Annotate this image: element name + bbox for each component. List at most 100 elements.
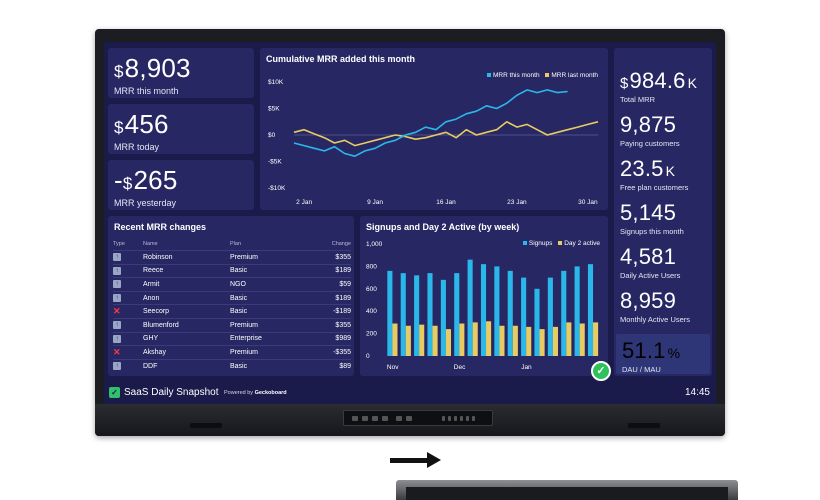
- right-stat-label: Paying customers: [620, 139, 680, 148]
- cell-name: Blumenford: [143, 321, 179, 329]
- recent-mrr-panel: Recent MRR changes Type Name Plan Change…: [108, 216, 354, 376]
- col-type: Type: [113, 241, 125, 247]
- arrow-right-icon: [427, 452, 441, 468]
- cell-type: ↑: [113, 266, 143, 275]
- bar-day2-active: [486, 321, 492, 356]
- bar-signups: [507, 270, 513, 356]
- upgrade-icon: ↑: [113, 253, 121, 262]
- arrow-shaft: [390, 458, 430, 463]
- mrr-yesterday-label: MRR yesterday: [114, 198, 177, 208]
- right-stat-2: 23.5 K Free plan customers: [620, 156, 688, 192]
- bar-day2-active: [419, 324, 425, 356]
- line-chart-legend: MRR this month MRR last month: [483, 72, 598, 79]
- cell-change: $59: [339, 280, 351, 288]
- right-stat-value: 5,145: [620, 200, 677, 225]
- cell-type: ↑: [113, 321, 143, 330]
- mrr-this-month-label: MRR this month: [114, 86, 179, 96]
- y-tick-label: 0: [366, 353, 370, 360]
- bar-day2-active: [552, 326, 559, 356]
- dashboard-title: SaaS Daily Snapshot: [124, 387, 219, 398]
- col-plan: Plan: [230, 241, 242, 247]
- right-stat-6: 51.1% DAU / MAU: [622, 338, 680, 374]
- series-line-mrr-last-month: [293, 121, 599, 147]
- mrr-today-label: MRR today: [114, 142, 160, 152]
- right-stat-3: 5,145 Signups this month: [620, 200, 684, 236]
- cell-change: $355: [335, 321, 351, 329]
- y-tick-label: 800: [366, 263, 377, 270]
- cell-name: Robinson: [143, 253, 173, 261]
- mrr-yesterday-panel: -$265 MRR yesterday: [108, 160, 254, 210]
- bar-day2-active: [472, 322, 478, 356]
- y-tick-label: 400: [366, 308, 377, 315]
- cell-change: $355: [335, 253, 351, 261]
- bar-signups: [587, 264, 594, 356]
- cell-change: -$355: [333, 348, 351, 356]
- right-stat-value: $984.6 K: [620, 68, 698, 93]
- right-stat-1: 9,875 Paying customers: [620, 112, 680, 148]
- bar-day2-active: [432, 325, 438, 356]
- cell-type: ↑: [113, 334, 143, 343]
- table-row: ↑ Armit NGO $59: [113, 277, 351, 291]
- dau-mau-highlight: [616, 334, 710, 374]
- y-tick-label: $0: [268, 132, 276, 139]
- upgrade-icon: ↑: [113, 266, 121, 275]
- mrr-today-panel: $456 MRR today: [108, 104, 254, 154]
- col-name: Name: [143, 241, 158, 247]
- cell-type: ↑: [113, 362, 143, 371]
- bar-signups: [494, 266, 500, 356]
- cell-name: Seecorp: [143, 308, 170, 316]
- cell-plan: Basic: [230, 267, 248, 275]
- bar-signups: [454, 273, 460, 356]
- cell-type: ✕: [113, 347, 143, 358]
- cell-change: $989: [335, 335, 351, 343]
- bar-signups: [387, 270, 393, 356]
- right-stat-label: DAU / MAU: [622, 365, 661, 374]
- right-stat-0: $984.6 K Total MRR: [620, 68, 697, 104]
- x-tick-label: 2 Jan: [296, 199, 312, 206]
- col-change: Change: [331, 241, 351, 247]
- bar-signups: [574, 266, 580, 356]
- right-stat-label: Free plan customers: [620, 183, 689, 192]
- bar-day2-active: [405, 325, 411, 356]
- tv-speaker-left: [190, 423, 222, 428]
- tv-speaker-right: [628, 423, 660, 428]
- mrr-this-month-panel: $8,903 MRR this month: [108, 48, 254, 98]
- next-tv-preview: [396, 480, 738, 500]
- cell-change: $189: [335, 294, 351, 302]
- bar-day2-active: [539, 329, 545, 356]
- upgrade-icon: ↑: [113, 280, 121, 289]
- bar-day2-active: [459, 323, 465, 356]
- right-stat-label: Daily Active Users: [620, 271, 681, 280]
- recent-mrr-title: Recent MRR changes: [114, 222, 207, 232]
- cell-plan: Basic: [230, 294, 248, 302]
- cell-type: ↑: [113, 253, 143, 262]
- right-stat-value: 23.5 K: [620, 156, 676, 181]
- table-row: ✕ Seecorp Basic -$189: [113, 304, 351, 318]
- legend-mrr-last-month: MRR last month: [551, 72, 598, 79]
- cell-name: Armit: [143, 280, 160, 288]
- signups-panel: Signups and Day 2 Active (by week) Signu…: [360, 216, 608, 376]
- cell-change: -$189: [333, 308, 351, 316]
- table-row: ↑ Robinson Premium $355: [113, 250, 351, 264]
- x-tick-label: 23 Jan: [507, 199, 527, 206]
- y-tick-label: 1,000: [366, 241, 383, 248]
- table-header: Type Name Plan Change: [113, 238, 351, 250]
- signups-title: Signups and Day 2 Active (by week): [366, 222, 520, 232]
- cell-name: Anon: [143, 294, 160, 302]
- upgrade-icon: ↑: [113, 294, 121, 303]
- cumulative-mrr-title: Cumulative MRR added this month: [266, 54, 416, 64]
- powered-by: Powered by Geckoboard: [224, 390, 287, 396]
- upgrade-icon: ↑: [113, 321, 121, 330]
- table-row: ↑ Reece Basic $189: [113, 263, 351, 278]
- upgrade-icon: ↑: [113, 362, 121, 371]
- right-stat-value: 51.1%: [622, 338, 681, 363]
- cumulative-mrr-panel: Cumulative MRR added this month MRR this…: [260, 48, 608, 210]
- upgrade-icon: ↑: [113, 334, 121, 343]
- cell-name: GHY: [143, 335, 159, 343]
- success-check-icon: ✓: [591, 361, 611, 381]
- bar-signups: [547, 277, 553, 356]
- right-stat-label: Total MRR: [620, 95, 656, 104]
- bar-signups: [440, 279, 446, 356]
- y-tick-label: -$10K: [268, 185, 286, 192]
- churn-x-icon: ✕: [113, 306, 121, 317]
